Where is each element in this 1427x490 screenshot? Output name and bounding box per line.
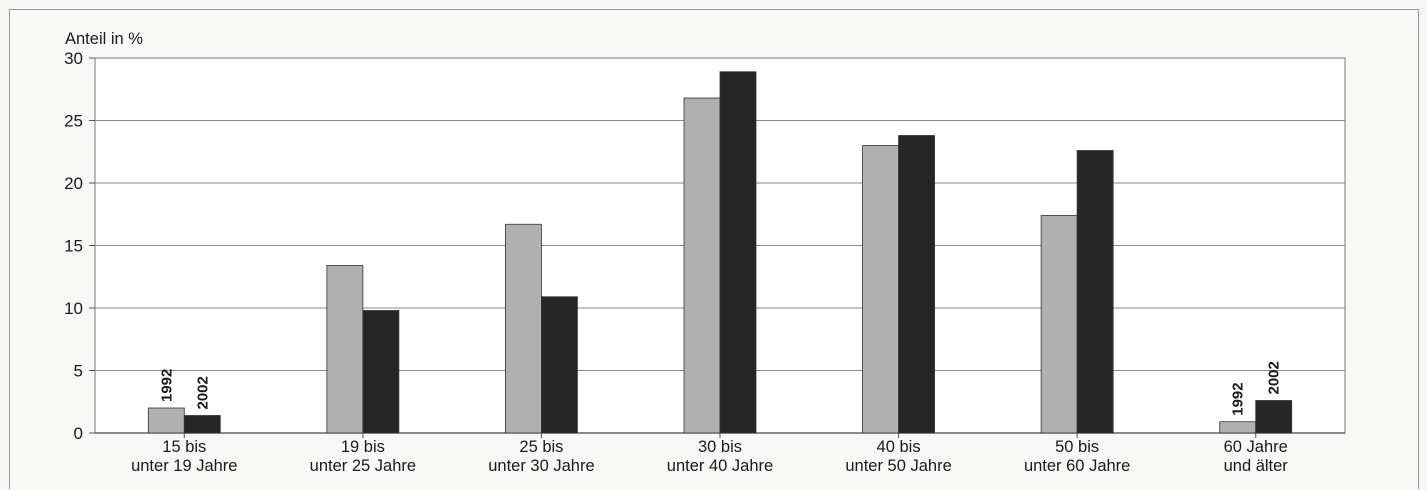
y-tick-label: 0 — [74, 424, 83, 443]
x-tick-label: unter 30 Jahre — [488, 457, 594, 475]
x-tick-label: 30 bis — [698, 438, 742, 456]
x-tick-label: unter 40 Jahre — [667, 457, 773, 475]
y-tick-label: 30 — [64, 49, 83, 68]
x-tick-label: unter 60 Jahre — [1024, 457, 1130, 475]
x-tick-label: unter 19 Jahre — [131, 457, 237, 475]
bar-2002-1 — [362, 310, 400, 434]
bar-1992-6 — [1219, 421, 1257, 434]
x-tick-label: unter 50 Jahre — [845, 457, 951, 475]
y-tick-label: 10 — [64, 299, 83, 318]
bar-2002-6 — [1255, 400, 1293, 434]
bar-1992-2 — [505, 223, 542, 434]
y-tick-label: 5 — [74, 362, 83, 381]
series-label-1992: 1992 — [158, 369, 175, 402]
x-tick-label: 40 bis — [877, 438, 921, 456]
bar-1992-5 — [1040, 215, 1078, 434]
series-label-2002: 2002 — [194, 376, 211, 409]
bar-2002-5 — [1076, 150, 1114, 434]
bar-1992-1 — [326, 265, 364, 434]
y-tick-label: 20 — [64, 174, 83, 193]
x-tick-label: 25 bis — [519, 438, 563, 456]
series-label-1992: 1992 — [1230, 382, 1247, 415]
bar-2002-2 — [541, 296, 578, 434]
bar-2002-3 — [719, 71, 757, 434]
y-tick-label: 25 — [64, 112, 83, 131]
bar-2002-4 — [898, 135, 935, 434]
x-tick-label: 19 bis — [341, 438, 385, 456]
x-tick-label: 50 bis — [1055, 438, 1099, 456]
series-label-2002: 2002 — [1266, 361, 1283, 394]
bar-1992-4 — [862, 145, 899, 434]
bar-1992-3 — [683, 97, 721, 434]
x-tick-label: 15 bis — [162, 438, 206, 456]
y-axis-label: Anteil in % — [65, 30, 143, 48]
x-tick-label: 60 Jahre — [1224, 438, 1288, 456]
x-tick-label: unter 25 Jahre — [310, 457, 416, 475]
bar-1992-0 — [147, 407, 185, 434]
x-tick-label: und älter — [1224, 457, 1289, 475]
bar-2002-0 — [183, 415, 221, 434]
y-tick-label: 15 — [64, 237, 83, 256]
chart-figure: 0 5 10 15 20 25 30 Anteil in % 15 bis unter 19 Ja… — [9, 9, 1419, 489]
